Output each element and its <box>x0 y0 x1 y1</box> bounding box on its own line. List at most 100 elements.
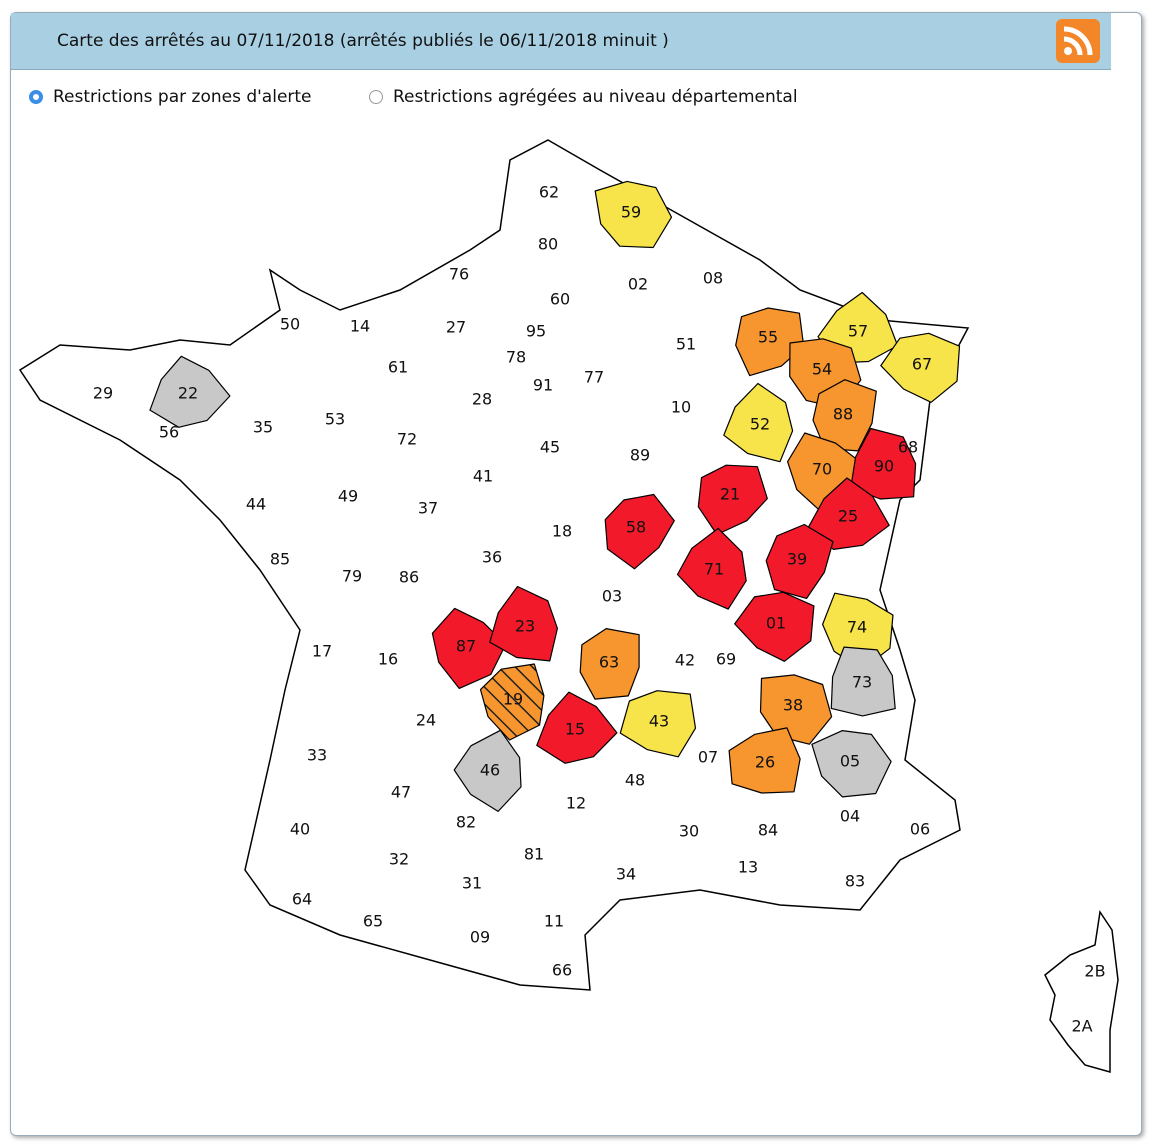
department-label: 2A <box>1071 1017 1092 1036</box>
department-zone <box>812 379 877 452</box>
department-zone <box>880 332 961 403</box>
department-label: 28 <box>472 390 492 409</box>
department-zone <box>676 527 747 610</box>
department-label: 71 <box>704 560 724 579</box>
department-label: 47 <box>391 783 411 802</box>
department-zone <box>149 355 231 428</box>
department-zone <box>479 663 545 741</box>
department-label: 16 <box>378 650 398 669</box>
department-label: 03 <box>602 587 622 606</box>
radio[interactable] <box>29 90 43 104</box>
option[interactable]: Restrictions par zones d'alerte <box>29 87 312 107</box>
department-label: 58 <box>626 518 646 537</box>
radio[interactable] <box>369 90 383 104</box>
department-label: 85 <box>270 550 290 569</box>
department-label: 42 <box>675 651 695 670</box>
department-label: 2B <box>1084 962 1105 981</box>
department-label: 17 <box>312 642 332 661</box>
department-label: 46 <box>480 761 500 780</box>
department-label: 73 <box>852 673 872 692</box>
department-label: 70 <box>812 460 832 479</box>
department-label: 63 <box>599 653 619 672</box>
department-label: 95 <box>526 322 546 341</box>
department-label: 38 <box>783 696 803 715</box>
rss-button[interactable] <box>1056 19 1100 63</box>
department-label: 06 <box>910 820 930 839</box>
department-label: 24 <box>416 711 436 730</box>
department-label: 07 <box>698 748 718 767</box>
department-label: 34 <box>616 865 636 884</box>
department-zone <box>811 729 892 798</box>
department-label: 19 <box>503 690 523 709</box>
department-label: 39 <box>787 550 807 569</box>
department-zone <box>735 307 805 377</box>
department-label: 41 <box>473 467 493 486</box>
department-label: 79 <box>342 567 362 586</box>
department-label: 60 <box>550 290 570 309</box>
corsica-outline <box>1044 909 1119 1073</box>
option-label: Restrictions agrégées au niveau départem… <box>393 87 798 107</box>
department-label: 32 <box>389 850 409 869</box>
department-label: 31 <box>462 874 482 893</box>
department-label: 83 <box>845 872 865 891</box>
rss-icon <box>1063 26 1093 56</box>
department-label: 08 <box>703 269 723 288</box>
department-zone <box>604 493 675 570</box>
department-label: 35 <box>253 418 273 437</box>
department-label: 65 <box>363 912 383 931</box>
department-label: 77 <box>584 368 604 387</box>
department-label: 01 <box>766 614 786 633</box>
department-label: 76 <box>449 265 469 284</box>
department-label: 61 <box>388 358 408 377</box>
department-label: 12 <box>566 794 586 813</box>
department-label: 89 <box>630 446 650 465</box>
department-zone <box>431 607 507 690</box>
department-label: 84 <box>758 821 778 840</box>
department-label: 57 <box>848 322 868 341</box>
department-zone <box>765 523 834 600</box>
department-label: 10 <box>671 398 691 417</box>
department-label: 62 <box>539 183 559 202</box>
department-label: 18 <box>552 522 572 541</box>
department-label: 78 <box>506 348 526 367</box>
department-label: 50 <box>280 315 300 334</box>
department-label: 44 <box>246 495 266 514</box>
department-label: 23 <box>515 617 535 636</box>
department-label: 88 <box>833 405 853 424</box>
department-zone <box>579 627 640 700</box>
department-label: 72 <box>397 430 417 449</box>
department-zone <box>830 646 896 717</box>
department-label: 67 <box>912 355 932 374</box>
department-label: 33 <box>307 746 327 765</box>
department-zone <box>697 464 768 536</box>
department-label: 36 <box>482 548 502 567</box>
department-label: 69 <box>716 650 736 669</box>
department-label: 37 <box>418 499 438 518</box>
department-label: 51 <box>676 335 696 354</box>
department-label: 64 <box>292 890 312 909</box>
department-zone <box>734 591 815 662</box>
option-label: Restrictions par zones d'alerte <box>53 87 312 107</box>
department-label: 02 <box>628 275 648 294</box>
department-zone <box>850 427 917 500</box>
option[interactable]: Restrictions agrégées au niveau départem… <box>369 87 798 107</box>
department-label: 22 <box>178 384 198 403</box>
department-label: 86 <box>399 568 419 587</box>
department-label: 05 <box>840 752 860 771</box>
department-label: 15 <box>565 720 585 739</box>
department-label: 25 <box>838 507 858 526</box>
department-label: 21 <box>720 485 740 504</box>
department-zone <box>619 690 697 758</box>
department-zone <box>489 585 559 662</box>
department-zone <box>728 727 801 794</box>
department-label: 43 <box>649 712 669 731</box>
department-label: 66 <box>552 961 572 980</box>
department-label: 04 <box>840 807 860 826</box>
header-title: Carte des arrêtés au 07/11/2018 (arrêtés… <box>57 31 669 51</box>
department-label: 14 <box>350 317 370 336</box>
department-zone <box>453 729 522 813</box>
department-label: 56 <box>159 423 179 442</box>
department-label: 26 <box>755 753 775 772</box>
